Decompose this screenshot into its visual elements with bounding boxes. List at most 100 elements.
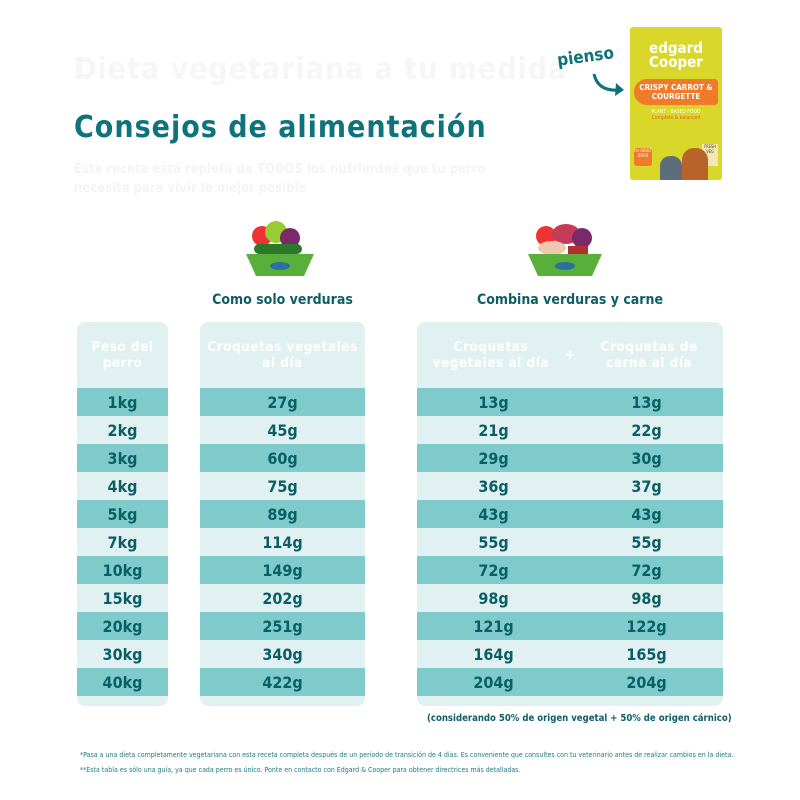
table-row: 121g 122g [417, 612, 723, 640]
mix-veg-cell: 29g [478, 448, 509, 468]
table-row: 15kg [77, 584, 168, 612]
table-row: 75g [200, 472, 365, 500]
mix-veg-cell: 204g [473, 672, 514, 692]
table-note: (considerando 50% de origen vegetal + 50… [427, 713, 732, 724]
table-row: 45g [200, 416, 365, 444]
veg-cell: 75g [267, 476, 298, 496]
table-row: 72g 72g [417, 556, 723, 584]
weight-cell: 20kg [102, 616, 143, 636]
mix-meat-cell: 22g [631, 420, 662, 440]
weight-cell: 7kg [107, 532, 138, 552]
mix-meat-cell: 165g [626, 644, 667, 664]
weight-cell: 10kg [102, 560, 143, 580]
table-row: 164g 165g [417, 640, 723, 668]
table-row: 10kg [77, 556, 168, 584]
product-badge: for ADULT DOGS [634, 148, 652, 166]
table-row: 340g [200, 640, 365, 668]
table-row: 114g [200, 528, 365, 556]
table-row: 60g [200, 444, 365, 472]
table-row: 13g 13g [417, 388, 723, 416]
weight-cell: 15kg [102, 588, 143, 608]
veg-cell: 60g [267, 448, 298, 468]
table-row: 202g [200, 584, 365, 612]
mix-veg-cell: 98g [478, 588, 509, 608]
mix-meat-header: Croquetas de carne al día [600, 339, 698, 371]
mix-veg-cell: 43g [478, 504, 509, 524]
veg-cell: 114g [262, 532, 303, 552]
weight-cell: 2kg [107, 420, 138, 440]
mix-veg-cell: 13g [478, 392, 509, 412]
dog-illustration [682, 148, 708, 180]
weight-column: Peso del perro 1kg 2kg 3kg 4kg 5kg 7kg 10kg 15k… [77, 322, 168, 706]
veg-only-header: Croquetas vegetales al día [207, 339, 358, 371]
table-row: 89g [200, 500, 365, 528]
table-row: 98g 98g [417, 584, 723, 612]
mix-veg-cell: 164g [473, 644, 514, 664]
table-row: 29g 30g [417, 444, 723, 472]
veg-cell: 340g [262, 644, 303, 664]
arrow-icon [592, 73, 624, 96]
table-row: 21g 22g [417, 416, 723, 444]
mixed-bowl-icon [528, 224, 602, 276]
table-row: 149g [200, 556, 365, 584]
table-row: 4kg [77, 472, 168, 500]
weight-cell: 1kg [107, 392, 138, 412]
mix-meat-cell: 13g [631, 392, 662, 412]
veg-cell: 45g [267, 420, 298, 440]
veg-only-column: Croquetas vegetales al día 27g 45g 60g 75g 8… [200, 322, 365, 706]
mix-column: Croquetas vegetales al día + Croquetas d… [417, 322, 723, 706]
mix-meat-cell: 37g [631, 476, 662, 496]
faded-heading: Dieta vegetariana a tu medida [74, 52, 568, 87]
weight-cell: 40kg [102, 672, 143, 692]
faded-subtitle: Esta receta está repleta de TODOS los nu… [74, 162, 486, 196]
product-sub: Complete & balanced [651, 115, 701, 121]
mix-veg-header: Croquetas vegetales al día [432, 339, 550, 371]
weight-cell: 30kg [102, 644, 143, 664]
veg-cell: 202g [262, 588, 303, 608]
plus-sign: + [564, 347, 576, 363]
footnote-1: *Pasa a una dieta completamente vegetari… [80, 751, 734, 759]
table-row: 40kg [77, 668, 168, 696]
brand-logo: edgard Cooper [649, 39, 703, 71]
table-row: 30kg [77, 640, 168, 668]
product-tag: PLANT - BASED FOOD [651, 109, 701, 115]
veg-cell: 251g [262, 616, 303, 636]
table-row: 43g 43g [417, 500, 723, 528]
weight-cell: 4kg [107, 476, 138, 496]
veg-cell: 27g [267, 392, 298, 412]
dog-illustration [660, 156, 682, 180]
mix-meat-cell: 55g [631, 532, 662, 552]
mix-meat-cell: 30g [631, 448, 662, 468]
table-row: 251g [200, 612, 365, 640]
mix-meat-cell: 43g [631, 504, 662, 524]
table-row: 36g 37g [417, 472, 723, 500]
weight-header: Peso del perro [91, 339, 154, 371]
mix-veg-cell: 121g [473, 616, 514, 636]
footnote-2: **Esta tabla es sólo una guía, ya que ca… [80, 766, 521, 774]
mix-meat-cell: 72g [631, 560, 662, 580]
table-row: 3kg [77, 444, 168, 472]
product-bag-image: edgard Cooper CRISPY CARROT & COURGETTE P… [630, 27, 722, 180]
table-row: 27g [200, 388, 365, 416]
pienso-label: pienso [555, 43, 616, 71]
mix-veg-cell: 55g [478, 532, 509, 552]
veg-cell: 149g [262, 560, 303, 580]
section-veg-title: Como solo verduras [212, 292, 353, 308]
mix-veg-cell: 72g [478, 560, 509, 580]
table-row: 7kg [77, 528, 168, 556]
table-row: 2kg [77, 416, 168, 444]
table-row: 55g 55g [417, 528, 723, 556]
table-row: 422g [200, 668, 365, 696]
mix-veg-cell: 21g [478, 420, 509, 440]
page-title: Consejos de alimentación [74, 110, 487, 145]
table-row: 1kg [77, 388, 168, 416]
table-row: 5kg [77, 500, 168, 528]
table-row: 20kg [77, 612, 168, 640]
product-name: CRISPY CARROT & COURGETTE [634, 79, 718, 105]
mix-meat-cell: 122g [626, 616, 667, 636]
veg-cell: 422g [262, 672, 303, 692]
section-mix-title: Combina verduras y carne [476, 292, 664, 308]
veg-bowl-icon [246, 221, 314, 276]
veg-cell: 89g [267, 504, 298, 524]
mix-meat-cell: 98g [631, 588, 662, 608]
